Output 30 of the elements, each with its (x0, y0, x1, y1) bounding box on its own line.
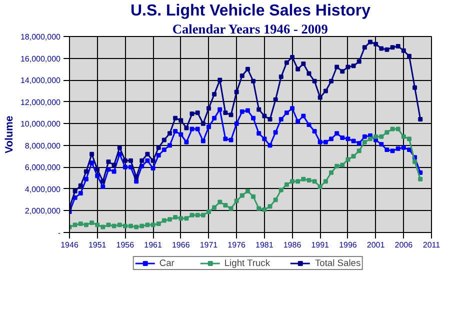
x-tick-label: 1996 (339, 240, 358, 250)
y-tick-label: 8,000,000 (24, 141, 62, 150)
y-tick-label: 14,000,000 (20, 76, 62, 86)
x-tick-label: 2001 (366, 240, 386, 250)
x-tick-label: 2011 (422, 240, 441, 250)
y-tick-label: 4,000,000 (24, 184, 62, 194)
x-tick-label: 1961 (144, 240, 162, 250)
y-tick-label: 12,000,000 (20, 98, 62, 107)
x-tick-label: 1991 (311, 240, 330, 250)
chart-title: U.S. Light Vehicle Sales History (130, 2, 371, 20)
x-tick-label: 1971 (200, 240, 218, 250)
x-tick-label: 2006 (394, 240, 414, 250)
legend-label: Total Sales (314, 258, 361, 268)
y-tick-label: - (58, 228, 61, 238)
y-tick-label: 6,000,000 (24, 163, 62, 172)
x-tick-label: 1956 (116, 240, 135, 250)
chart-subtitle: Calendar Years 1946 - 2009 (172, 22, 328, 36)
y-tick-label: 10,000,000 (20, 120, 62, 129)
x-tick-label: 1986 (283, 240, 302, 250)
legend-label: Car (159, 258, 176, 268)
y-axis-title: Volume (3, 116, 16, 154)
legend-label: Light Truck (224, 258, 270, 268)
x-tick-label: 1946 (60, 240, 79, 250)
x-tick-label: 1966 (172, 240, 190, 250)
x-tick-label: 1951 (88, 240, 107, 250)
y-tick-label: 2,000,000 (24, 206, 62, 216)
x-tick-label: 1976 (228, 240, 246, 250)
x-tick-label: 1981 (256, 240, 274, 250)
y-tick-label: 18,000,000 (20, 32, 62, 42)
y-tick-label: 16,000,000 (20, 54, 62, 64)
